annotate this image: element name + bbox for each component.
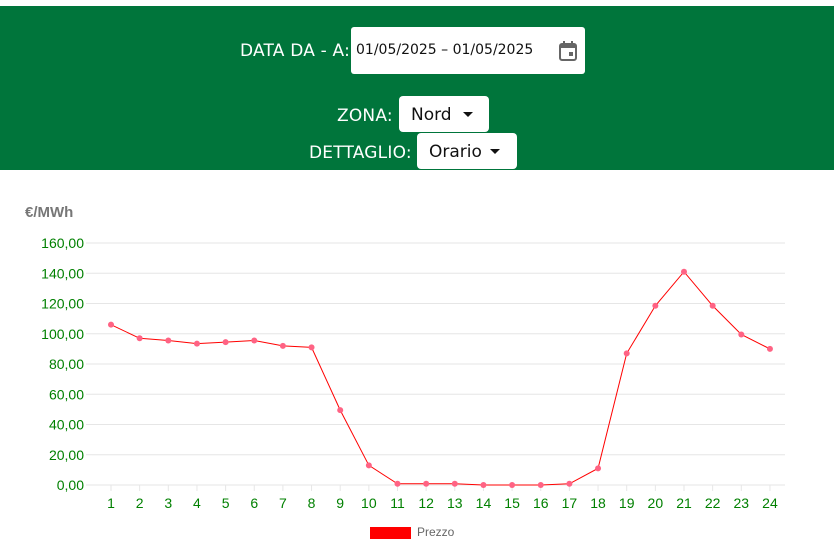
x-tick-label: 19	[619, 495, 635, 511]
data-point	[365, 462, 372, 469]
data-point	[222, 339, 229, 346]
zone-select[interactable]: Nord	[399, 96, 489, 132]
date-range-value: 01/05/2025 – 01/05/2025	[356, 42, 534, 58]
x-tick-label: 12	[418, 495, 434, 511]
price-line-chart: 0,00 20,00 40,00 60,00 80,00 100,00 120,00 140,…	[41, 235, 785, 511]
y-axis-label: €/MWh	[25, 204, 74, 221]
detail-select[interactable]: Orario	[417, 133, 517, 169]
x-tick-label: 7	[279, 495, 287, 511]
y-tick-label: 0,00	[57, 477, 84, 493]
data-point	[108, 321, 114, 328]
data-point	[394, 480, 401, 487]
y-tick-label: 80,00	[49, 356, 84, 372]
y-tick-label: 120,00	[41, 296, 84, 312]
caret-down-icon	[463, 112, 473, 117]
data-point	[566, 480, 573, 487]
data-point	[709, 302, 716, 309]
data-point	[623, 350, 630, 357]
data-point	[423, 480, 430, 487]
x-tick-label: 21	[676, 495, 692, 511]
x-tick-label: 16	[533, 495, 549, 511]
y-tick-label: 60,00	[49, 386, 84, 402]
x-tick-label: 13	[447, 495, 463, 511]
data-point	[480, 482, 487, 488]
data-point	[681, 268, 687, 275]
x-tick-label: 15	[504, 495, 520, 511]
data-point	[337, 407, 344, 414]
x-tick-label: 4	[193, 495, 201, 511]
data-point	[279, 342, 286, 349]
top-strip	[0, 0, 837, 6]
data-point	[595, 465, 602, 472]
detail-select-value: Orario	[429, 142, 482, 162]
data-point	[766, 345, 773, 352]
x-tick-label: 8	[308, 495, 316, 511]
filter-header: DATA DA - A: 01/05/2025 – 01/05/2025 ZON…	[0, 6, 834, 170]
calendar-icon[interactable]	[559, 41, 577, 61]
x-tick-label: 1	[107, 495, 115, 511]
y-tick-label: 140,00	[41, 265, 84, 281]
x-tick-label: 11	[390, 495, 405, 511]
data-point	[136, 335, 143, 342]
caret-down-icon	[490, 149, 500, 154]
x-tick-label: 5	[222, 495, 230, 511]
x-tick-label: 14	[476, 495, 492, 511]
x-tick-label: 23	[734, 495, 750, 511]
data-point	[537, 482, 544, 488]
x-tick-label: 24	[762, 495, 778, 511]
data-point	[165, 337, 172, 344]
data-point	[193, 340, 200, 347]
y-tick-label: 100,00	[41, 326, 84, 342]
x-tick-label: 18	[590, 495, 606, 511]
y-tick-label: 20,00	[49, 447, 84, 463]
x-tick-label: 3	[164, 495, 172, 511]
x-tick-label: 20	[648, 495, 664, 511]
data-point	[652, 302, 659, 309]
legend-label: Prezzo	[417, 525, 455, 539]
y-tick-label: 40,00	[49, 417, 84, 433]
data-point	[251, 337, 258, 344]
x-tick-label: 17	[562, 495, 578, 511]
x-tick-label: 2	[136, 495, 144, 511]
detail-label: DETTAGLIO:	[309, 143, 412, 163]
y-tick-label: 160,00	[41, 235, 84, 251]
zone-label: ZONA:	[337, 106, 393, 126]
date-range-input[interactable]: 01/05/2025 – 01/05/2025	[351, 27, 585, 74]
data-point	[509, 482, 516, 488]
x-tick-label: 22	[705, 495, 721, 511]
x-tick-label: 9	[336, 495, 344, 511]
series-line	[110, 270, 771, 486]
date-range-label: DATA DA - A:	[240, 41, 351, 61]
legend-swatch	[370, 527, 411, 539]
data-point	[308, 344, 315, 351]
x-tick-label: 6	[250, 495, 258, 511]
x-tick-label: 10	[361, 495, 377, 511]
zone-select-value: Nord	[411, 105, 452, 125]
data-point	[738, 331, 745, 338]
data-point	[451, 480, 458, 487]
